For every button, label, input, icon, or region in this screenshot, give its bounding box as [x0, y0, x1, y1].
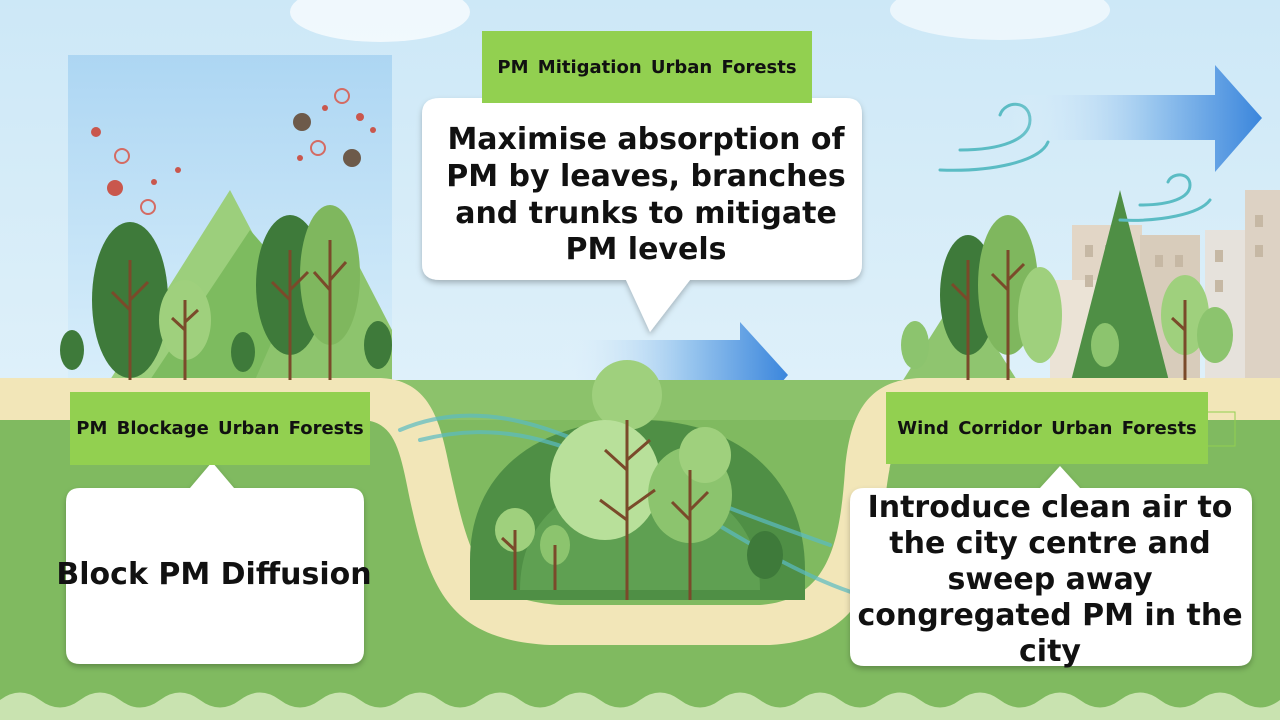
speech-bubble-wind — [850, 466, 1252, 666]
blockage-description: Block PM Diffusion — [56, 556, 372, 592]
cloud — [890, 0, 1110, 40]
wind-corridor-description: Introduce clean air to the city centre a… — [857, 490, 1243, 669]
mitigation-forest-label: PM Mitigation Urban Forests — [482, 31, 812, 103]
wind-arrow-icon — [1010, 65, 1262, 172]
tree-icon — [60, 205, 392, 380]
tree-icon — [495, 360, 783, 600]
speech-bubble-blockage — [66, 462, 364, 664]
blockage-forest-label: PM Blockage Urban Forests — [70, 392, 370, 465]
tree-icon — [901, 215, 1233, 380]
pm-particle-icon — [91, 88, 376, 215]
mitigation-description: Maximise absorption of PM by leaves, bra… — [446, 122, 846, 268]
ground-wave-edge — [0, 692, 1280, 720]
speech-bubble-mitigation — [422, 98, 862, 332]
cloud — [290, 0, 470, 42]
wind-corridor-forest-label: Wind Corridor Urban Forests — [886, 392, 1208, 464]
